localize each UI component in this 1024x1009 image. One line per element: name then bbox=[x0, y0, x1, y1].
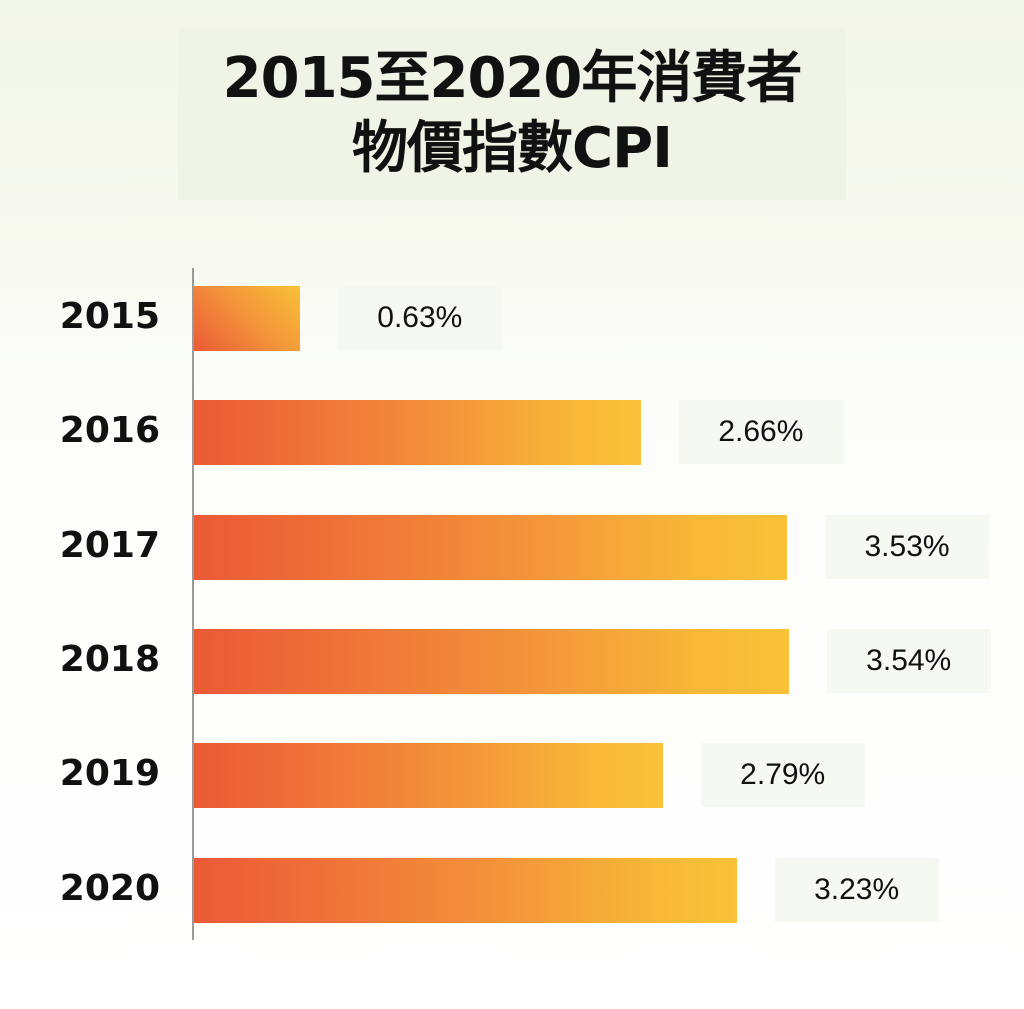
title-line-1: 2015至2020年消費者 bbox=[222, 46, 803, 111]
category-label: 2020 bbox=[59, 867, 160, 909]
data-label: 3.54% bbox=[826, 628, 991, 693]
category-label: 2019 bbox=[59, 753, 160, 795]
category-label: 2017 bbox=[59, 524, 160, 566]
category-label: 2015 bbox=[59, 296, 160, 337]
bar-2017 bbox=[194, 514, 788, 580]
bar-2015 bbox=[194, 286, 300, 351]
data-label: 2.79% bbox=[700, 743, 865, 808]
bar-2016 bbox=[194, 400, 641, 466]
chart-title: 2015至2020年消費者 物價指數CPI bbox=[178, 28, 846, 200]
bar-2019 bbox=[194, 743, 663, 809]
bar-2018 bbox=[194, 628, 789, 694]
category-label: 2018 bbox=[59, 638, 160, 680]
bar-2020 bbox=[194, 857, 737, 923]
data-label: 3.53% bbox=[825, 514, 990, 579]
data-label: 0.63% bbox=[337, 286, 502, 350]
data-label: 3.23% bbox=[774, 857, 939, 922]
category-label: 2016 bbox=[59, 410, 160, 452]
data-label: 2.66% bbox=[678, 400, 843, 465]
title-line-2: 物價指數CPI bbox=[352, 116, 673, 181]
y-axis-line bbox=[192, 268, 194, 940]
